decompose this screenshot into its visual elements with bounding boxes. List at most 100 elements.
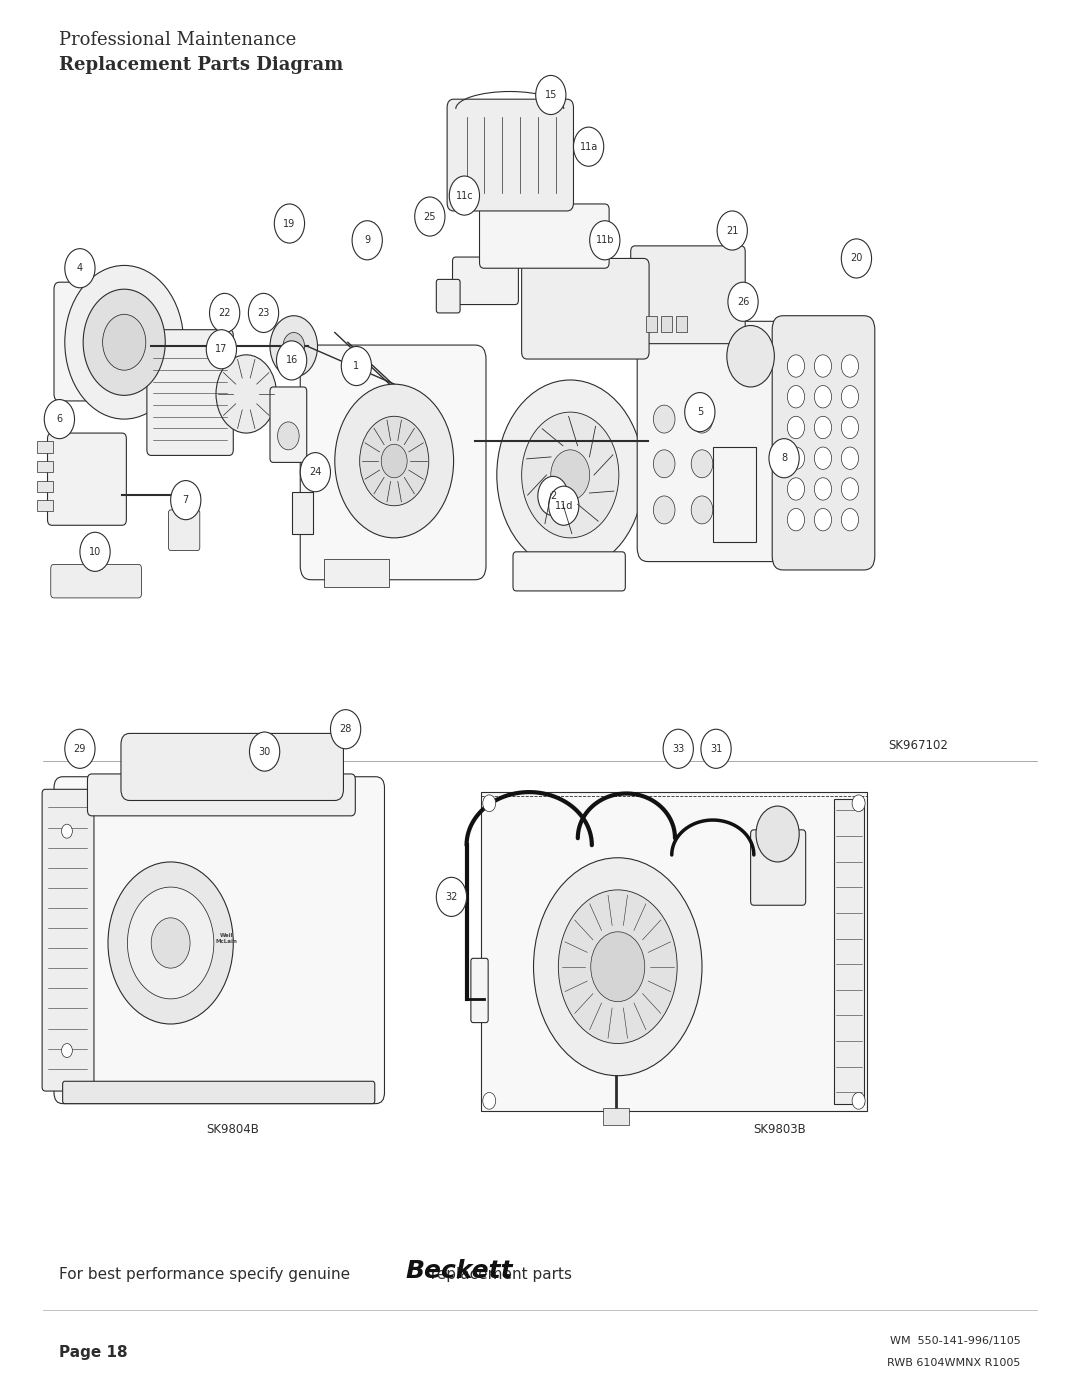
Text: 23: 23	[257, 307, 270, 319]
FancyBboxPatch shape	[51, 564, 141, 598]
Text: 5: 5	[697, 407, 703, 418]
Circle shape	[483, 795, 496, 812]
Circle shape	[62, 824, 72, 838]
Circle shape	[415, 197, 445, 236]
FancyBboxPatch shape	[121, 733, 343, 800]
FancyBboxPatch shape	[270, 387, 307, 462]
FancyBboxPatch shape	[772, 316, 875, 570]
Circle shape	[841, 478, 859, 500]
FancyBboxPatch shape	[168, 510, 200, 550]
Bar	[676, 316, 687, 332]
FancyBboxPatch shape	[436, 279, 460, 313]
FancyBboxPatch shape	[48, 433, 126, 525]
Circle shape	[341, 346, 372, 386]
FancyBboxPatch shape	[42, 789, 94, 1091]
Text: Replacement Parts Diagram: Replacement Parts Diagram	[59, 56, 343, 74]
Circle shape	[685, 393, 715, 432]
Circle shape	[653, 405, 675, 433]
Text: 22: 22	[218, 307, 231, 319]
Text: 32: 32	[445, 891, 458, 902]
Circle shape	[65, 729, 95, 768]
Text: 30: 30	[258, 746, 271, 757]
Circle shape	[300, 453, 330, 492]
Text: WM  550-141-996/1105: WM 550-141-996/1105	[890, 1336, 1021, 1347]
FancyBboxPatch shape	[54, 777, 384, 1104]
Circle shape	[841, 509, 859, 531]
Circle shape	[701, 729, 731, 768]
Circle shape	[534, 858, 702, 1076]
FancyBboxPatch shape	[54, 282, 146, 401]
Circle shape	[151, 918, 190, 968]
Circle shape	[558, 890, 677, 1044]
Text: SK9803B: SK9803B	[754, 1123, 806, 1136]
Text: SK967102: SK967102	[889, 739, 948, 752]
Text: 8: 8	[781, 453, 787, 464]
Text: 19: 19	[283, 218, 296, 229]
Circle shape	[769, 439, 799, 478]
Circle shape	[727, 326, 774, 387]
Text: 9: 9	[364, 235, 370, 246]
Circle shape	[171, 481, 201, 520]
Circle shape	[210, 293, 240, 332]
Circle shape	[248, 293, 279, 332]
Circle shape	[814, 447, 832, 469]
Circle shape	[852, 795, 865, 812]
Text: 15: 15	[544, 89, 557, 101]
Circle shape	[335, 384, 454, 538]
Circle shape	[691, 405, 713, 433]
Circle shape	[573, 127, 604, 166]
Circle shape	[653, 496, 675, 524]
Text: Beckett: Beckett	[405, 1259, 513, 1284]
Circle shape	[360, 416, 429, 506]
Text: Weil
McLain: Weil McLain	[216, 933, 238, 944]
FancyBboxPatch shape	[453, 257, 518, 305]
Circle shape	[787, 386, 805, 408]
FancyBboxPatch shape	[300, 345, 486, 580]
FancyBboxPatch shape	[63, 1081, 375, 1104]
Circle shape	[127, 887, 214, 999]
Text: Page 18: Page 18	[59, 1345, 129, 1359]
Text: 21: 21	[726, 225, 739, 236]
Circle shape	[814, 355, 832, 377]
Text: 25: 25	[423, 211, 436, 222]
Circle shape	[691, 496, 713, 524]
Text: 10: 10	[89, 546, 102, 557]
FancyBboxPatch shape	[447, 99, 573, 211]
Circle shape	[103, 314, 146, 370]
Bar	[481, 792, 867, 1111]
Circle shape	[381, 444, 407, 478]
Circle shape	[814, 478, 832, 500]
Circle shape	[841, 416, 859, 439]
Circle shape	[330, 710, 361, 749]
FancyBboxPatch shape	[480, 204, 609, 268]
Text: 6: 6	[56, 414, 63, 425]
Text: 11b: 11b	[595, 235, 615, 246]
Text: 1: 1	[353, 360, 360, 372]
Circle shape	[841, 239, 872, 278]
Circle shape	[44, 400, 75, 439]
Circle shape	[852, 1092, 865, 1109]
Circle shape	[536, 75, 566, 115]
Polygon shape	[292, 492, 313, 534]
Bar	[37, 500, 53, 511]
Circle shape	[65, 265, 184, 419]
Circle shape	[270, 316, 318, 377]
Text: 24: 24	[309, 467, 322, 478]
Circle shape	[62, 1044, 72, 1058]
Circle shape	[283, 332, 305, 360]
Text: 11a: 11a	[580, 141, 597, 152]
FancyBboxPatch shape	[637, 321, 794, 562]
Circle shape	[551, 450, 590, 500]
Bar	[713, 447, 756, 542]
Circle shape	[483, 1092, 496, 1109]
Circle shape	[663, 729, 693, 768]
Circle shape	[841, 355, 859, 377]
Circle shape	[814, 416, 832, 439]
Circle shape	[436, 877, 467, 916]
Text: 2: 2	[550, 490, 556, 502]
Circle shape	[206, 330, 237, 369]
Text: replacement parts: replacement parts	[421, 1267, 572, 1281]
Circle shape	[80, 532, 110, 571]
Bar	[37, 441, 53, 453]
Circle shape	[276, 341, 307, 380]
